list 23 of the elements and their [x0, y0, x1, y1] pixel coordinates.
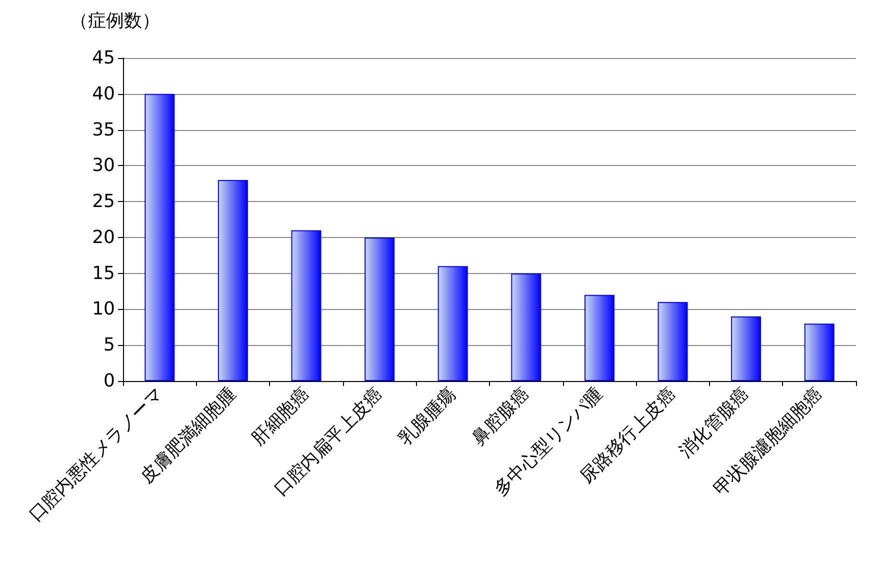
- y-tick-label: 35: [92, 119, 115, 140]
- bar: [364, 237, 395, 381]
- x-tick-label: 乳腺腫瘍: [394, 384, 460, 450]
- y-tick-label: 40: [92, 83, 115, 104]
- bar: [218, 180, 248, 381]
- y-tick-label: 20: [92, 226, 115, 248]
- bar: [291, 230, 322, 381]
- y-tick-label: 30: [92, 155, 115, 176]
- bar: [658, 302, 688, 381]
- y-tick-label: 25: [92, 191, 115, 212]
- bar: [511, 273, 542, 381]
- bar: [438, 266, 468, 381]
- bar: [584, 294, 614, 381]
- y-tick-label: 15: [92, 262, 115, 284]
- bar: [144, 94, 175, 381]
- y-tick-label: 45: [92, 48, 115, 68]
- y-axis-title: （症例数）: [70, 10, 160, 32]
- bar: [731, 316, 762, 381]
- x-tick-label: 肝細胞癌: [248, 384, 314, 450]
- bar: [804, 324, 834, 381]
- y-tick-label: 10: [92, 298, 115, 320]
- y-tick-label: 5: [104, 334, 115, 356]
- y-tick-label: 0: [104, 370, 115, 392]
